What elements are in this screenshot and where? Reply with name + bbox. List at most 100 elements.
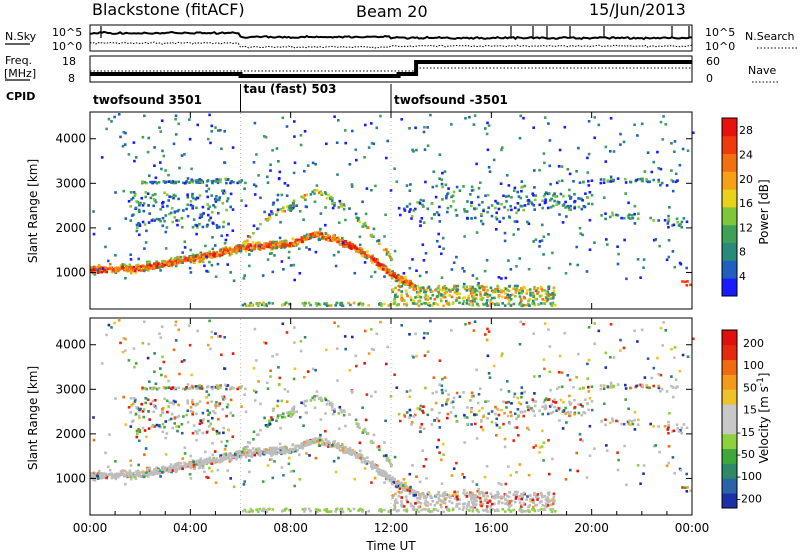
velocity-cell bbox=[393, 505, 397, 509]
power-cell bbox=[171, 220, 174, 224]
power-cell bbox=[411, 284, 414, 288]
power-cell bbox=[513, 284, 517, 288]
power-cell bbox=[249, 244, 253, 247]
power-cell bbox=[96, 268, 99, 272]
velocity-cell bbox=[174, 465, 177, 468]
velocity-cell bbox=[129, 464, 133, 467]
velocity-cell bbox=[487, 372, 491, 375]
velocity-cell bbox=[303, 400, 307, 403]
velocity-cell bbox=[404, 484, 408, 488]
velocity-cell bbox=[471, 509, 475, 513]
power-cell bbox=[206, 180, 209, 183]
power-cell bbox=[285, 301, 288, 305]
velocity-cell bbox=[499, 388, 503, 391]
velocity-cell bbox=[376, 464, 379, 468]
velocity-cell bbox=[288, 447, 292, 451]
power-cell bbox=[440, 182, 444, 186]
velocity-cell bbox=[494, 405, 497, 409]
velocity-cell bbox=[443, 501, 447, 505]
velocity-cell bbox=[141, 341, 145, 345]
power-cell bbox=[658, 244, 661, 248]
power-cell bbox=[506, 293, 509, 297]
power-cell bbox=[573, 192, 576, 196]
velocity-cell bbox=[336, 379, 339, 382]
velocity-cell bbox=[357, 422, 360, 426]
velocity-cell bbox=[196, 432, 199, 435]
power-cell bbox=[293, 120, 296, 123]
velocity-cell bbox=[280, 451, 284, 454]
velocity-cell bbox=[528, 510, 531, 513]
velocity-cell bbox=[285, 446, 288, 450]
power-cell bbox=[635, 178, 638, 182]
velocity-cell bbox=[155, 423, 159, 427]
velocity-cell bbox=[131, 475, 135, 478]
velocity-cell bbox=[512, 493, 515, 497]
velocity-cell bbox=[179, 462, 183, 465]
power-cell bbox=[199, 251, 203, 255]
velocity-cell bbox=[357, 425, 360, 428]
velocity-cell bbox=[520, 505, 523, 509]
velocity-cell bbox=[449, 496, 452, 499]
power-cell bbox=[485, 259, 489, 262]
velocity-cell bbox=[177, 461, 180, 465]
power-cell bbox=[206, 270, 210, 273]
velocity-cell bbox=[299, 349, 303, 353]
velocity-cell bbox=[251, 447, 255, 450]
power-cell bbox=[287, 208, 290, 211]
power-cell bbox=[398, 285, 402, 289]
power-cell bbox=[397, 284, 401, 288]
power-cell bbox=[495, 211, 498, 215]
velocity-cell bbox=[198, 422, 202, 426]
power-cell bbox=[438, 177, 441, 180]
power-cell bbox=[196, 123, 199, 127]
power-cell bbox=[117, 113, 121, 116]
velocity-cell bbox=[143, 320, 146, 324]
power-cell bbox=[587, 120, 591, 123]
power-cell bbox=[240, 199, 243, 202]
velocity-cell bbox=[200, 421, 204, 424]
power-cell bbox=[576, 263, 579, 267]
velocity-cell bbox=[198, 459, 201, 462]
power-cell bbox=[469, 300, 472, 303]
velocity-cell bbox=[654, 444, 658, 447]
velocity-cell bbox=[553, 405, 556, 409]
power-cell bbox=[354, 212, 358, 216]
power-cell bbox=[92, 210, 95, 213]
power-cell bbox=[519, 303, 523, 307]
power-cell bbox=[233, 247, 237, 250]
velocity-cell bbox=[666, 428, 670, 431]
power-cell bbox=[384, 264, 387, 268]
power-cell bbox=[496, 284, 499, 288]
power-cell bbox=[292, 244, 295, 248]
power-cell bbox=[293, 278, 296, 282]
power-cell bbox=[547, 285, 551, 289]
power-cell bbox=[105, 127, 108, 131]
power-cell bbox=[105, 270, 108, 274]
power-cell bbox=[383, 235, 386, 238]
power-cell bbox=[210, 194, 213, 197]
power-cell bbox=[533, 169, 536, 172]
velocity-cell bbox=[174, 323, 177, 327]
power-cell bbox=[409, 183, 412, 186]
power-cell bbox=[164, 180, 168, 184]
power-cell bbox=[268, 216, 272, 220]
power-cell bbox=[417, 300, 420, 303]
velocity-cell bbox=[489, 504, 493, 508]
velocity-cell bbox=[281, 509, 284, 512]
power-cell bbox=[334, 304, 337, 307]
power-cell bbox=[219, 252, 222, 255]
power-cell bbox=[437, 286, 440, 290]
power-cell bbox=[412, 150, 415, 153]
power-cell bbox=[418, 274, 422, 278]
power-cell bbox=[338, 242, 342, 246]
velocity-cell bbox=[132, 347, 136, 350]
power-cell bbox=[444, 287, 448, 290]
power-cell bbox=[506, 297, 510, 301]
power-cell bbox=[124, 131, 127, 135]
power-cell bbox=[584, 192, 587, 195]
power-cell bbox=[177, 259, 181, 262]
power-cell bbox=[587, 184, 591, 187]
power-cell bbox=[564, 206, 567, 209]
velocity-cell bbox=[229, 411, 232, 415]
power-cell bbox=[90, 266, 93, 269]
